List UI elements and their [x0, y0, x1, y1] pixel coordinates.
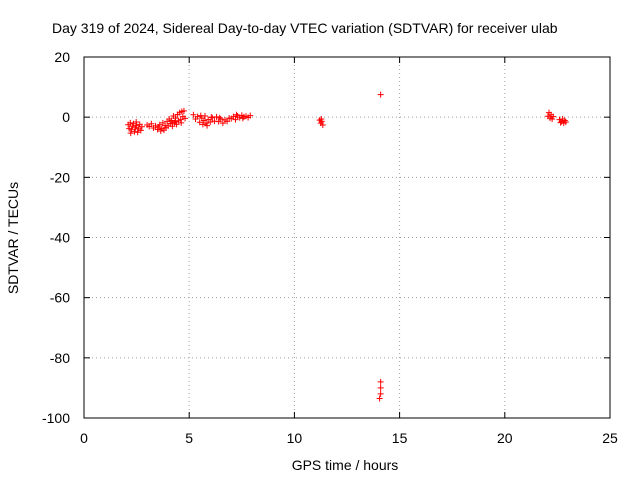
data-point: [562, 118, 569, 125]
data-point: [181, 115, 188, 122]
data-point: [233, 111, 240, 118]
data-point: [199, 121, 206, 128]
data-point: [224, 118, 231, 125]
data-point: [208, 114, 215, 121]
data-point: [376, 395, 383, 402]
data-point: [216, 114, 223, 121]
x-tick-label: 10: [287, 430, 303, 446]
data-point: [377, 91, 384, 98]
data-point: [550, 113, 557, 120]
y-tick-label: -20: [50, 169, 70, 185]
grid: [84, 57, 610, 418]
data-point: [377, 378, 384, 385]
data-point: [173, 121, 180, 128]
data-point: [213, 113, 220, 120]
y-tick-labels: 20 0 -20 -40 -60 -80 -100: [42, 49, 70, 426]
y-tick-label: -100: [42, 410, 70, 426]
data-point: [128, 126, 135, 133]
x-tick-labels: 0 5 10 15 20 25: [80, 430, 618, 446]
data-point: [196, 119, 203, 126]
x-tick-label: 20: [497, 430, 513, 446]
data-point: [169, 120, 176, 127]
data-point: [194, 113, 201, 120]
data-point: [178, 119, 185, 126]
y-tick-label: -80: [50, 350, 70, 366]
data-point: [152, 122, 159, 129]
data-point: [180, 107, 187, 114]
x-tick-label: 0: [80, 430, 88, 446]
data-point: [127, 119, 134, 126]
data-point: [217, 115, 224, 122]
data-point: [377, 384, 384, 391]
data-point: [211, 118, 218, 125]
y-axis-label: SDTVAR / TECUs: [5, 182, 21, 294]
data-point: [172, 118, 179, 125]
data-point: [134, 129, 141, 136]
data-point: [148, 120, 155, 127]
data-point: [197, 112, 204, 119]
data-point: [377, 390, 384, 397]
data-point: [318, 115, 325, 122]
data-point: [239, 115, 246, 122]
data-point: [168, 117, 175, 124]
y-tick-label: 20: [54, 49, 70, 65]
data-point: [247, 112, 254, 119]
data-point: [156, 121, 163, 128]
data-point: [137, 127, 144, 134]
y-tick-label: -60: [50, 290, 70, 306]
axis-ticks: [83, 56, 611, 419]
data-point: [138, 123, 145, 130]
data-points: [125, 91, 569, 402]
data-point: [133, 118, 140, 125]
data-point: [207, 118, 214, 125]
data-point: [319, 121, 326, 128]
plot-frame: [83, 56, 611, 419]
x-axis-label: GPS time / hours: [292, 457, 399, 473]
data-point: [557, 119, 564, 126]
data-point: [190, 111, 197, 118]
data-point: [230, 113, 237, 120]
chart-title: Day 319 of 2024, Sidereal Day-to-day VTE…: [52, 20, 558, 36]
data-point: [204, 122, 211, 129]
data-point: [131, 128, 138, 135]
data-point: [127, 130, 134, 137]
x-tick-label: 5: [185, 430, 193, 446]
x-tick-label: 15: [392, 430, 408, 446]
y-tick-label: -40: [50, 230, 70, 246]
data-point: [209, 114, 216, 121]
data-point: [232, 116, 239, 123]
data-point: [219, 120, 226, 127]
y-tick-label: 0: [62, 109, 70, 125]
x-tick-label: 25: [602, 430, 618, 446]
